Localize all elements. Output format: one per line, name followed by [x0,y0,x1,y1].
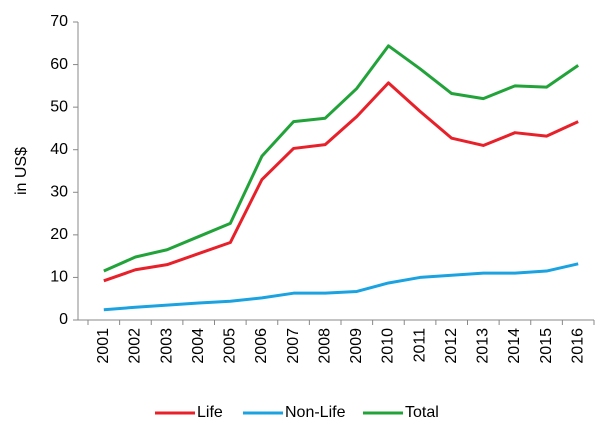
legend-label: Life [197,404,223,421]
x-tick-label: 2009 [348,328,365,364]
x-tick-label: 2006 [253,328,270,364]
y-tick-label: 30 [50,184,68,201]
x-tick-label: 2012 [443,328,460,364]
x-tick-label: 2014 [506,328,523,364]
x-tick-label: 2011 [411,328,428,363]
x-tick-label: 2007 [285,328,302,364]
legend-label: Total [405,404,439,421]
x-tick-label: 2002 [127,328,144,364]
series-line [103,44,580,273]
y-tick-label: 60 [50,56,68,73]
series-line [103,81,579,283]
x-tick-label: 2016 [569,328,586,364]
x-tick-label: 2005 [222,328,239,364]
x-tick-label: 2003 [158,328,175,364]
x-tick-label: 2004 [190,328,207,364]
y-tick-label: 10 [50,269,68,286]
x-tick-label: 2013 [475,328,492,364]
y-tick-label: 0 [59,311,68,328]
y-axis-label: in US$ [13,147,30,195]
y-tick-label: 50 [50,98,68,115]
y-tick-label: 70 [50,13,68,30]
y-tick-label: 40 [50,141,68,158]
x-tick-label: 2008 [316,328,333,364]
y-tick-label: 20 [50,226,68,243]
series-line [103,262,579,312]
legend-label: Non-Life [285,404,346,421]
x-tick-label: 2015 [538,328,555,364]
x-tick-label: 2001 [95,328,112,364]
x-tick-label: 2010 [380,328,397,364]
